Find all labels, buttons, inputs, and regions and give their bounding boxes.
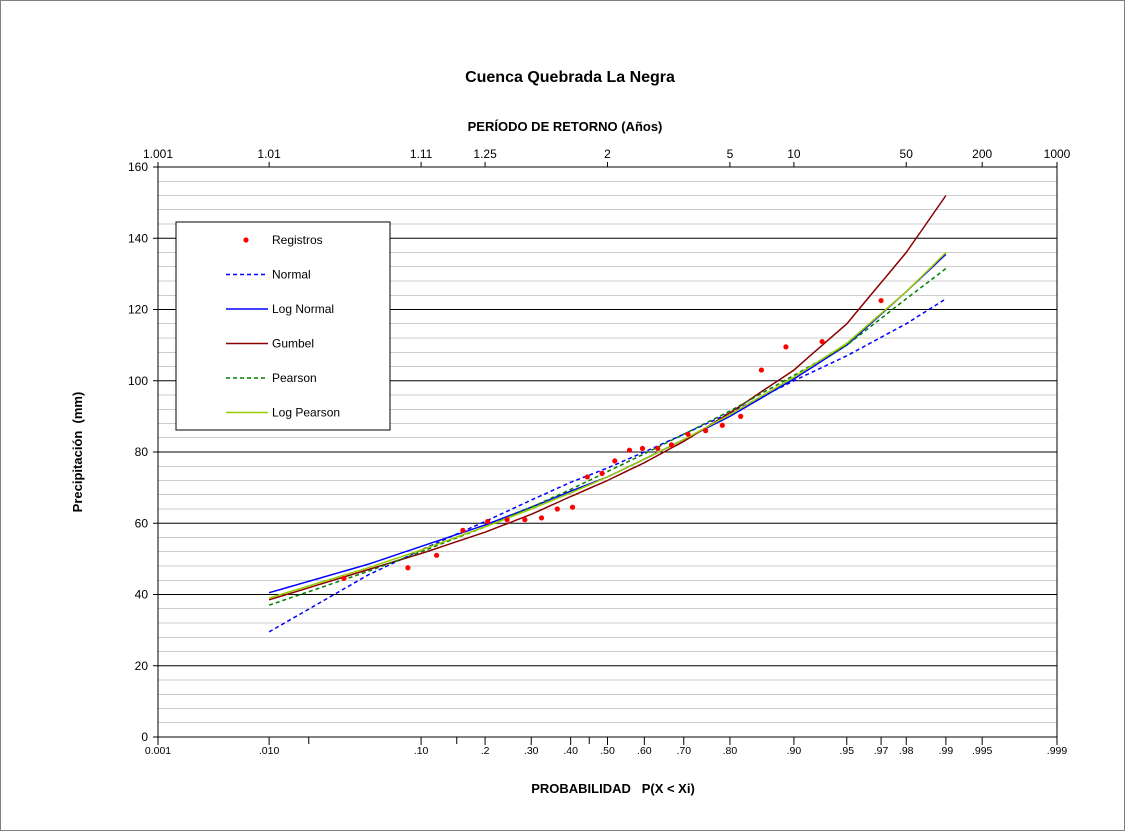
series-registros-points: [341, 297, 884, 582]
x-tick-label: .90: [787, 745, 802, 757]
x-tick-label: .80: [723, 745, 738, 757]
data-point: [433, 552, 440, 558]
x-tick-label: .2: [481, 745, 490, 757]
return-period-tick-label: 1.11: [410, 147, 433, 161]
x-tick-label: .995: [972, 745, 993, 757]
legend: Registros Normal Log Normal Gumbel Pearson Lo…: [175, 221, 391, 431]
x-tick-label: .97: [874, 745, 889, 757]
y-tick-label: 160: [128, 160, 148, 174]
series-normal: [268, 298, 947, 633]
series-line: [268, 195, 947, 601]
series-line: [268, 251, 947, 599]
legend-label: Gumbel: [272, 337, 314, 351]
x-tick-label: .10: [414, 745, 429, 757]
data-point: [639, 445, 646, 452]
series-layer: [268, 195, 947, 633]
y-tick-label: 0: [141, 730, 148, 744]
data-point: [685, 431, 691, 437]
legend-label: Pearson: [272, 371, 317, 385]
return-period-tick-label: 50: [900, 147, 914, 161]
x-tick-label: .40: [563, 745, 578, 757]
chart-title: Cuenca Quebrada La Negra: [465, 69, 675, 86]
data-point: [569, 504, 576, 510]
y-tick-label: 100: [128, 374, 148, 388]
legend-marker: [243, 237, 249, 243]
y-tick-label: 140: [128, 231, 148, 245]
return-period-tick-label: 1.25: [473, 147, 497, 161]
return-period-tick-label: 10: [787, 147, 801, 161]
x-tick-label: .999: [1047, 745, 1068, 757]
legend-label: Normal: [272, 268, 311, 282]
x-tick-label: .50: [600, 745, 615, 757]
data-point: [341, 575, 347, 582]
series-line: [268, 298, 947, 633]
data-point: [719, 422, 725, 428]
data-point: [504, 517, 510, 523]
return-period-tick-label: 200: [972, 147, 992, 161]
y-tick-label: 120: [128, 303, 148, 317]
legend-entry: Normal: [226, 268, 311, 282]
x-axis-title: PROBABILIDAD P(X < Xi): [531, 781, 695, 796]
x-tick-label: .010: [259, 745, 280, 757]
legend-box: [175, 221, 391, 431]
x-tick-label: .95: [839, 745, 854, 757]
axes: 0 20 40 60 80 100 120 140 160 0.001 .010 .10 .2 .30 .4…: [128, 147, 1071, 757]
data-point: [878, 297, 884, 304]
series-line: [268, 267, 947, 606]
data-point: [655, 445, 661, 452]
return-period-tick-label: 1000: [1044, 147, 1071, 161]
legend-entry: Registros: [243, 233, 323, 247]
series-pearson: [268, 267, 947, 606]
data-point: [819, 338, 825, 345]
data-point: [626, 447, 633, 453]
legend-entry: Log Normal: [226, 302, 334, 316]
x-tick-label: .70: [676, 745, 691, 757]
data-point: [460, 527, 466, 533]
series-gumbel: [268, 195, 947, 601]
y-axis-title: Precipitación (mm): [70, 392, 85, 513]
series-log-pearson: [268, 251, 947, 599]
data-point: [485, 518, 491, 525]
legend-items: Registros Normal Log Normal Gumbel Pearson Lo…: [226, 233, 340, 420]
data-point: [703, 428, 709, 434]
x-tick-label: .98: [899, 745, 914, 757]
data-point: [738, 413, 744, 419]
return-period-tick-label: 5: [727, 147, 734, 161]
y-tick-label: 40: [135, 588, 149, 602]
legend-entry: Gumbel: [226, 337, 314, 351]
legend-label: Log Normal: [272, 302, 334, 316]
legend-entry: Log Pearson: [226, 406, 340, 420]
data-point: [522, 517, 528, 523]
x-tick-label: 0.001: [145, 745, 171, 757]
data-point: [554, 506, 560, 512]
y-tick-label: 20: [135, 659, 149, 673]
legend-entry: Pearson: [226, 371, 317, 385]
data-point: [405, 565, 411, 571]
data-point: [783, 344, 789, 350]
x-tick-label: .30: [524, 745, 539, 757]
data-point: [538, 515, 545, 521]
legend-label: Log Pearson: [272, 406, 340, 420]
data-point: [668, 442, 675, 448]
return-period-axis-title: PERÍODO DE RETORNO (Años): [468, 119, 663, 134]
return-period-tick-label: 1.01: [257, 147, 281, 161]
x-tick-label: .99: [939, 745, 954, 757]
data-point: [758, 367, 765, 373]
legend-label: Registros: [272, 233, 323, 247]
data-point: [612, 458, 618, 464]
return-period-tick-label: 1.001: [143, 147, 173, 161]
y-tick-label: 80: [135, 445, 149, 459]
data-point: [584, 474, 590, 480]
return-period-tick-label: 2: [604, 147, 611, 161]
y-tick-label: 60: [135, 516, 149, 530]
data-point: [599, 470, 605, 476]
x-tick-label: .60: [637, 745, 652, 757]
